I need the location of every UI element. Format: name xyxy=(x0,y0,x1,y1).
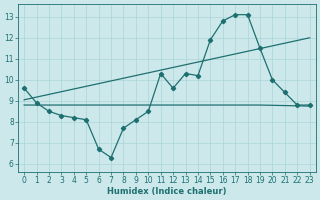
X-axis label: Humidex (Indice chaleur): Humidex (Indice chaleur) xyxy=(107,187,227,196)
